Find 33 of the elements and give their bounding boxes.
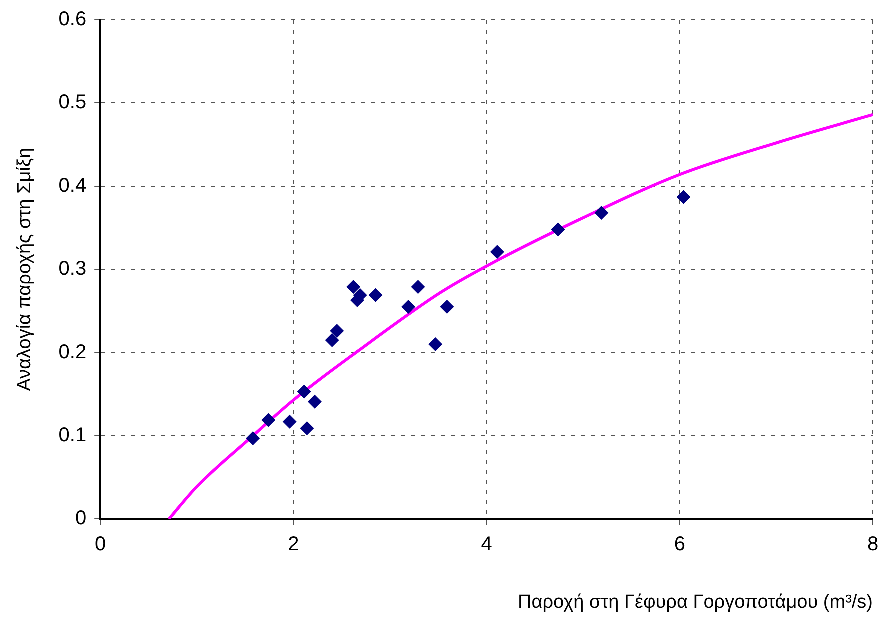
point xyxy=(282,414,297,429)
point xyxy=(308,394,322,409)
point xyxy=(411,280,426,294)
point xyxy=(402,300,416,314)
x-tick-label: 8 xyxy=(867,534,879,556)
x-tick-label: 0 xyxy=(95,534,106,556)
point xyxy=(428,337,443,352)
point xyxy=(440,300,454,314)
point xyxy=(262,413,276,428)
point xyxy=(368,288,383,302)
point xyxy=(300,422,314,436)
y-tick-label: 0.3 xyxy=(58,258,87,280)
y-tick-label: 0.2 xyxy=(58,341,87,364)
point xyxy=(330,324,344,338)
y-tick-label: 0.6 xyxy=(58,8,87,31)
point xyxy=(676,190,691,204)
y-tick-label: 0.1 xyxy=(58,424,87,447)
x-axis-title: Παροχή στη Γέφυρα Γοργοποτάμου (m³/s) xyxy=(518,592,873,613)
line-series xyxy=(168,113,873,520)
y-tick-label: 0 xyxy=(75,508,87,530)
x-tick-label: 6 xyxy=(674,534,686,556)
point xyxy=(325,333,340,348)
point xyxy=(594,206,609,220)
x-tick-label: 2 xyxy=(288,534,300,556)
point xyxy=(346,280,361,294)
x-tick-label: 4 xyxy=(481,534,492,556)
y-tick-label: 0.4 xyxy=(58,174,87,197)
point xyxy=(246,431,260,446)
y-tick-label: 0.5 xyxy=(58,92,87,114)
y-axis-title: Αναλογία παροχής στη Σμίξη xyxy=(14,148,36,392)
point xyxy=(490,245,504,260)
point xyxy=(551,222,566,237)
point xyxy=(297,384,312,399)
